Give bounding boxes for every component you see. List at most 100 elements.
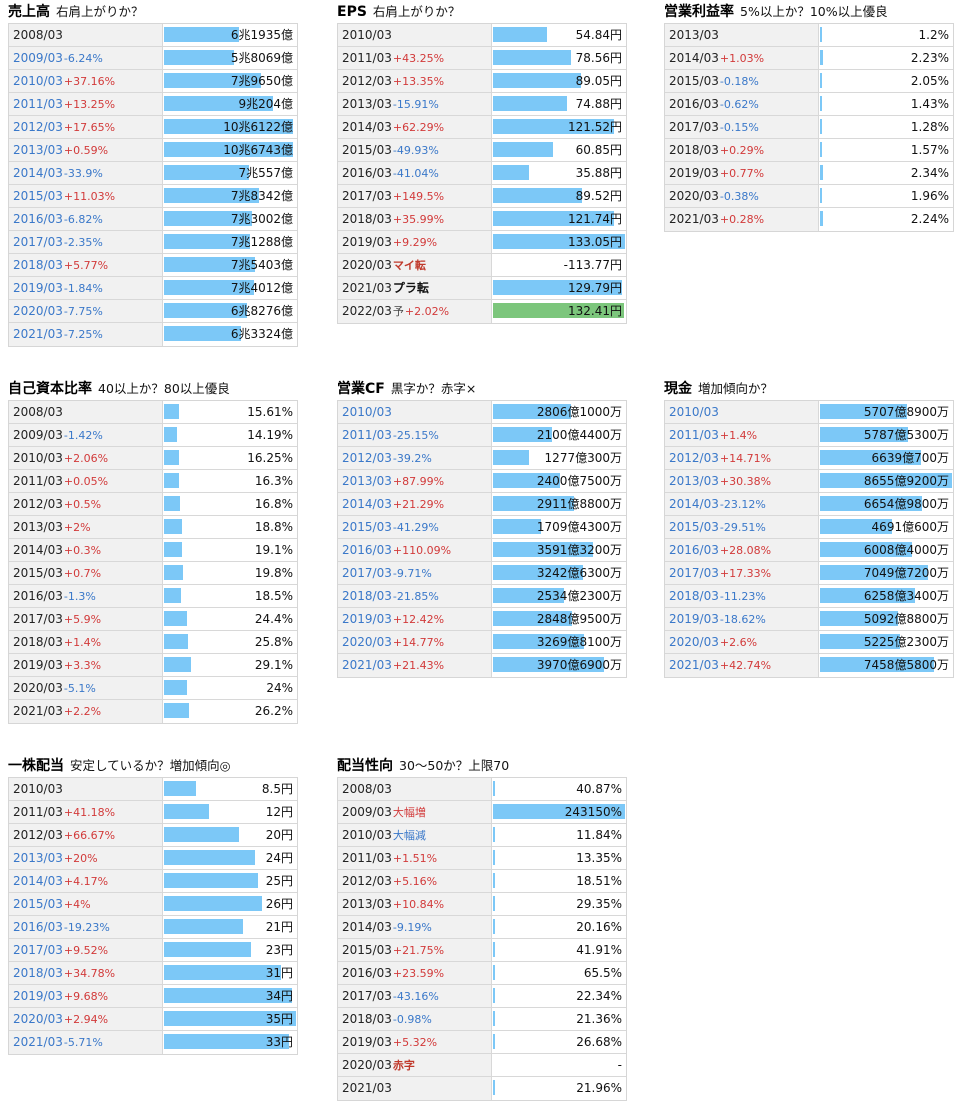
data-table: 2008/03 40.87% 2009/03大幅増 243150% 2010/03大幅減… — [337, 777, 627, 1101]
change-label: -6.82% — [63, 213, 103, 226]
year-label: 2009/03 — [13, 51, 63, 65]
year-label: 2008/03 — [13, 405, 63, 419]
year-label: 2014/03 — [13, 543, 63, 557]
table-row: 2011/03+1.51% 13.35% — [338, 847, 626, 870]
value-bar — [493, 781, 495, 796]
table-row: 2010/03大幅減 11.84% — [338, 824, 626, 847]
year-cell: 2017/03+9.52% — [9, 939, 163, 961]
value-label: 74.88円 — [575, 97, 622, 111]
change-label: +14.77% — [392, 636, 445, 649]
year-label: 2010/03 — [13, 782, 63, 796]
change-label: -5.71% — [63, 1036, 103, 1049]
value-label: 89.05円 — [575, 74, 622, 88]
value-cell: 26.68% — [492, 1031, 626, 1053]
year-label: 2009/03 — [342, 805, 392, 819]
table-row: 2013/03-15.91% 74.88円 — [338, 93, 626, 116]
year-cell: 2019/03+0.77% — [665, 162, 819, 184]
value-cell: 3970億6900万 — [492, 654, 626, 677]
table-row: 2011/03-25.15% 2100億4400万 — [338, 424, 626, 447]
value-cell: 20.16% — [492, 916, 626, 938]
value-bar — [493, 850, 495, 865]
value-label: 2.34% — [910, 166, 949, 180]
year-label: 2012/03 — [13, 497, 63, 511]
year-cell: 2012/03+66.67% — [9, 824, 163, 846]
value-bar — [164, 804, 210, 819]
change-label: +0.59% — [63, 144, 109, 157]
value-cell: 129.79円 — [492, 277, 626, 299]
table-row: 2010/03+37.16% 7兆9650億 — [9, 70, 297, 93]
panel-title: 売上高 右肩上がりか？ — [8, 2, 144, 20]
panel-title-sub: 増加傾向か？ — [698, 381, 774, 396]
change-label: 赤字 — [392, 1059, 415, 1072]
table-row: 2010/03 54.84円 — [338, 24, 626, 47]
panel-title-main: EPS — [337, 4, 367, 20]
table-row: 2014/03+1.03% 2.23% — [665, 47, 953, 70]
value-cell: 16.3% — [163, 470, 297, 492]
table-row: 2013/03+10.84% 29.35% — [338, 893, 626, 916]
table-row: 2019/03+9.29% 133.05円 — [338, 231, 626, 254]
value-label: 5092億8800万 — [863, 612, 949, 626]
year-label: 2015/03 — [669, 520, 719, 534]
year-label: 2018/03 — [669, 143, 719, 157]
year-cell: 2018/03-0.98% — [338, 1008, 492, 1030]
year-cell: 2018/03+35.99% — [338, 208, 492, 230]
year-label: 2014/03 — [669, 51, 719, 65]
change-label: +110.09% — [392, 544, 452, 557]
value-label: 34円 — [265, 989, 293, 1003]
value-cell: 2848億9500万 — [492, 608, 626, 630]
year-cell: 2012/03+13.35% — [338, 70, 492, 92]
value-label: 1.43% — [910, 97, 949, 111]
value-label: 8655億9200万 — [863, 474, 949, 488]
value-bar — [164, 27, 239, 42]
year-label: 2018/03 — [342, 1012, 392, 1026]
table-row: 2021/03+21.43% 3970億6900万 — [338, 654, 626, 677]
value-bar — [820, 119, 822, 134]
change-label: -19.23% — [63, 921, 110, 934]
value-cell: 89.05円 — [492, 70, 626, 92]
value-bar — [493, 427, 552, 442]
year-cell: 2018/03-21.85% — [338, 585, 492, 607]
panel-title-sub: 5%以上か？10%以上優良 — [740, 4, 888, 19]
table-row: 2018/03+35.99% 121.74円 — [338, 208, 626, 231]
change-label: +0.3% — [63, 544, 102, 557]
year-cell: 2011/03+1.51% — [338, 847, 492, 869]
value-label: 1709億4300万 — [536, 520, 622, 534]
value-cell: 23円 — [163, 939, 297, 961]
value-label: 14.19% — [247, 428, 293, 442]
value-cell: 3591億3200万 — [492, 539, 626, 561]
value-cell: 1.2% — [819, 24, 953, 46]
value-cell: 24% — [163, 677, 297, 699]
value-label: 5787億5300万 — [863, 428, 949, 442]
change-label: +5.77% — [63, 259, 109, 272]
year-label: 2019/03 — [13, 658, 63, 672]
year-cell: 2010/03 — [665, 401, 819, 423]
panel-title-main: 売上高 — [8, 4, 50, 20]
table-row: 2012/03+0.5% 16.8% — [9, 493, 297, 516]
change-label: -6.24% — [63, 52, 103, 65]
value-cell: 34円 — [163, 985, 297, 1007]
value-label: 6639億700万 — [871, 451, 949, 465]
year-label: 2011/03 — [342, 428, 392, 442]
year-label: 2021/03 — [342, 658, 392, 672]
change-label: +12.42% — [392, 613, 445, 626]
data-table: 2008/03 15.61% 2009/03-1.42% 14.19% 2010/03+… — [8, 400, 298, 724]
data-table: 2010/03 2806億1000万 2011/03-25.15% 2100億4400… — [337, 400, 627, 678]
value-bar — [493, 473, 560, 488]
change-label: +62.29% — [392, 121, 445, 134]
value-label: 3591億3200万 — [536, 543, 622, 557]
value-bar — [493, 119, 614, 134]
table-row: 2016/03+28.08% 6008億4000万 — [665, 539, 953, 562]
value-bar — [164, 326, 241, 341]
year-label: 2015/03 — [13, 566, 63, 580]
value-label: 7兆4012億 — [230, 281, 293, 295]
value-cell: 2.23% — [819, 47, 953, 69]
change-label: +0.29% — [719, 144, 765, 157]
value-cell: 29.35% — [492, 893, 626, 915]
change-label: -2.35% — [63, 236, 103, 249]
value-bar — [164, 680, 187, 695]
table-row: 2018/03-21.85% 2534億2300万 — [338, 585, 626, 608]
year-label: 2016/03 — [342, 966, 392, 980]
value-bar — [164, 280, 254, 295]
table-row: 2015/03+11.03% 7兆8342億 — [9, 185, 297, 208]
value-label: 7049億7200万 — [863, 566, 949, 580]
